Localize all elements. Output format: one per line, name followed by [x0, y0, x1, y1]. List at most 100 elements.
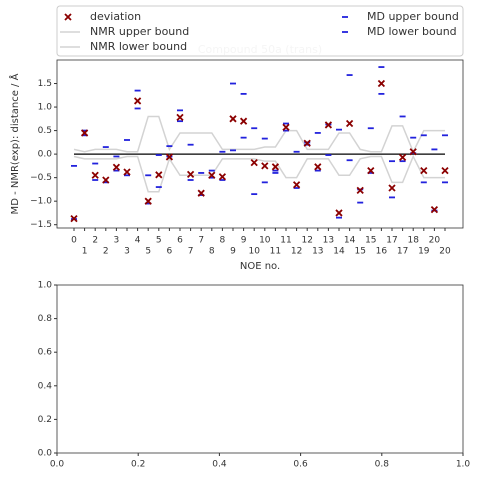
- legend-label: MD upper bound: [367, 10, 459, 23]
- x-tick-label: 20: [439, 247, 451, 257]
- x-tick-label: 17: [397, 247, 408, 257]
- deviation-marker: [165, 153, 174, 161]
- deviation-marker: [250, 158, 258, 167]
- y-tick-label: 0.0: [38, 449, 53, 459]
- deviation-marker: [377, 79, 386, 88]
- deviation-marker: [197, 189, 205, 197]
- x-tick-label: 5: [156, 236, 162, 246]
- legend-label: MD lower bound: [367, 25, 457, 38]
- x-tick-label: 8: [209, 247, 215, 257]
- deviation-marker: [208, 171, 216, 179]
- y-tick-label: 0.5: [38, 126, 52, 136]
- x-tick-label: 11: [270, 247, 281, 257]
- x-tick-label: 2: [103, 247, 109, 257]
- x-tick-label: 1: [82, 247, 88, 257]
- y-tick-label: 1.0: [38, 281, 53, 291]
- x-tick-label: 15: [354, 247, 365, 257]
- x-tick-label: 13: [312, 247, 323, 257]
- top-axes: [56, 59, 464, 229]
- nmr-line: [73, 154, 445, 193]
- x-tick-label: 19: [418, 247, 430, 257]
- x-tick-label: 0.8: [375, 460, 390, 470]
- x-tick-label: 0: [71, 236, 77, 246]
- x-tick-label: 2: [92, 236, 98, 246]
- y-tick-label: 0.8: [38, 314, 53, 324]
- deviation-marker: [356, 186, 364, 194]
- x-tick-label: 9: [241, 236, 247, 246]
- deviation-marker: [80, 129, 89, 137]
- x-tick-label: 10: [248, 247, 260, 257]
- x-tick-label: 1.0: [456, 460, 471, 470]
- deviation-marker: [91, 171, 99, 179]
- x-tick-label: 8: [220, 236, 226, 246]
- y-tick-label: −0.5: [30, 173, 52, 183]
- deviation-marker: [420, 166, 428, 175]
- legend-label: NMR upper bound: [90, 25, 189, 38]
- deviation-marker: [292, 181, 301, 189]
- x-tick-label: 12: [291, 247, 302, 257]
- x-tick-label: 0.4: [212, 460, 227, 470]
- deviation-marker: [186, 170, 195, 178]
- legend-swatch: [64, 13, 72, 21]
- x-tick-label: 10: [259, 236, 271, 246]
- x-tick-label: 6: [177, 236, 183, 246]
- y-tick-label: 0.4: [38, 381, 53, 391]
- y-tick-label: −1.5: [30, 220, 52, 230]
- legend-label: NMR lower bound: [90, 40, 187, 53]
- x-tick-label: 9: [230, 247, 236, 257]
- deviation-marker: [314, 163, 322, 171]
- y-tick-label: 0.2: [38, 415, 52, 425]
- deviation-marker: [155, 171, 163, 179]
- bottom-axes: [56, 284, 464, 454]
- deviation-marker: [303, 139, 311, 147]
- x-tick-label: 3: [124, 247, 130, 257]
- deviation-marker: [176, 113, 184, 122]
- x-tick-label: 7: [198, 236, 204, 246]
- y-tick-label: −1.0: [30, 197, 52, 207]
- deviation-marker: [70, 214, 78, 223]
- legend-box: [56, 5, 464, 57]
- x-tick-label: 15: [365, 236, 376, 246]
- deviation-marker: [133, 97, 142, 105]
- x-tick-label: 20: [429, 236, 441, 246]
- deviation-marker: [112, 163, 121, 171]
- deviation-marker: [123, 168, 131, 176]
- x-tick-label: 16: [376, 247, 388, 257]
- deviation-marker: [441, 166, 449, 175]
- x-tick-label: 7: [188, 247, 194, 257]
- y-tick-label: 1.5: [38, 79, 52, 89]
- deviation-marker: [218, 173, 227, 181]
- deviation-marker: [282, 123, 290, 131]
- x-axis-label: NOE no.: [240, 261, 280, 272]
- deviation-marker: [398, 153, 407, 162]
- x-tick-label: 13: [323, 236, 334, 246]
- x-tick-label: 0.0: [50, 460, 65, 470]
- x-tick-label: 12: [301, 236, 312, 246]
- x-tick-label: 0.6: [293, 460, 308, 470]
- deviation-marker: [144, 197, 152, 205]
- deviation-marker: [430, 206, 439, 214]
- x-tick-label: 18: [407, 236, 419, 246]
- x-tick-label: 3: [114, 236, 120, 246]
- x-tick-label: 4: [135, 236, 141, 246]
- deviation-marker: [102, 176, 110, 184]
- deviation-marker: [261, 162, 269, 170]
- x-tick-label: 11: [280, 236, 291, 246]
- x-tick-label: 0.2: [131, 460, 145, 470]
- deviation-marker: [345, 119, 354, 128]
- y-tick-label: 0.0: [38, 150, 53, 160]
- deviation-marker: [239, 117, 248, 125]
- legend-label: deviation: [90, 10, 141, 23]
- deviation-marker: [271, 163, 280, 171]
- deviation-marker: [229, 115, 237, 123]
- x-tick-label: 14: [333, 247, 345, 257]
- y-axis-label: MD - NMR(exp): distance / Å: [8, 73, 21, 214]
- deviation-marker: [335, 209, 343, 217]
- deviation-marker: [324, 121, 333, 129]
- nmr-line: [73, 115, 445, 154]
- deviation-marker: [409, 148, 417, 156]
- y-tick-label: 1.0: [38, 103, 53, 113]
- deviation-marker: [367, 166, 375, 175]
- x-tick-label: 6: [167, 247, 173, 257]
